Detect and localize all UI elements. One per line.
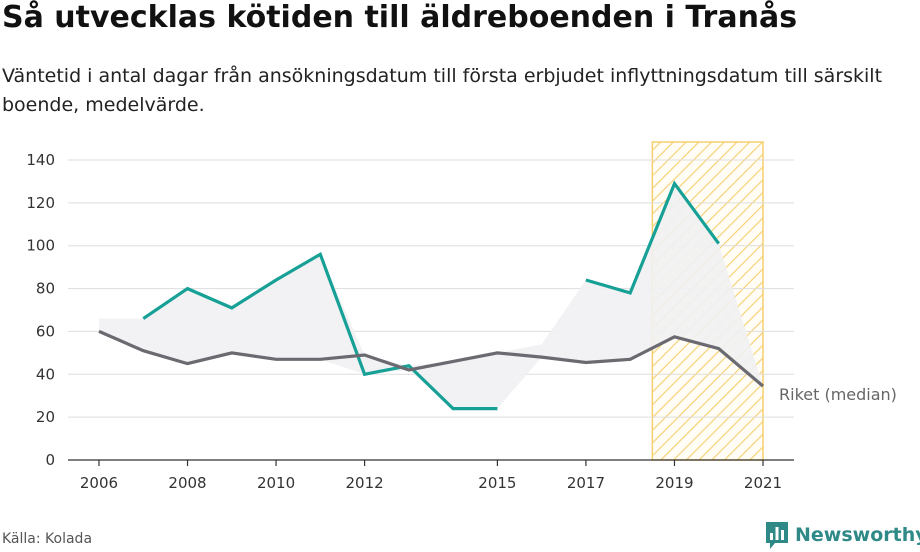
y-tick-label-120: 120 xyxy=(26,194,55,212)
x-tick-label-2010: 2010 xyxy=(257,474,295,492)
series-label-riket: Riket (median) xyxy=(779,385,897,404)
labels-layer: Riket (median) xyxy=(779,385,897,404)
series-line-riket xyxy=(98,329,765,388)
x-tick-label-2012: 2012 xyxy=(346,474,384,492)
y-tick-label-40: 40 xyxy=(36,365,55,383)
chart-title: Så utvecklas kötiden till äldreboenden i… xyxy=(2,0,798,35)
series-line-tranas-segment-2 xyxy=(585,180,720,295)
chart-subtitle: Väntetid i antal dagar från ansökningsda… xyxy=(2,65,883,116)
y-tick-label-0: 0 xyxy=(45,451,55,469)
x-tick-label-2017: 2017 xyxy=(567,474,605,492)
brand-name: Newsworthy xyxy=(795,524,920,546)
x-tick-label-2019: 2019 xyxy=(655,474,693,492)
source-note: Källa: Kolada xyxy=(2,531,93,547)
axes-layer: 0 20 40 60 80 100 120 140 2006 2008 2010 2012 2015 20… xyxy=(26,151,794,492)
y-tick-label-80: 80 xyxy=(36,280,55,298)
y-tick-label-140: 140 xyxy=(26,151,55,169)
series-layer xyxy=(98,180,765,411)
brand-logo[interactable]: Newsworthy xyxy=(764,518,920,552)
y-tick-label-60: 60 xyxy=(36,322,55,340)
x-tick-label-2021: 2021 xyxy=(744,474,782,492)
y-tick-label-20: 20 xyxy=(36,408,55,426)
x-tick-label-2006: 2006 xyxy=(80,474,118,492)
series-line-tranas-segment-1 xyxy=(142,251,498,411)
gap-area-layer xyxy=(99,183,763,409)
x-tick-label-2008: 2008 xyxy=(168,474,206,492)
y-tick-label-100: 100 xyxy=(26,237,55,255)
x-tick-label-2015: 2015 xyxy=(478,474,516,492)
gap-area xyxy=(99,183,763,409)
bar-chart-speech-bubble-icon xyxy=(766,522,788,549)
